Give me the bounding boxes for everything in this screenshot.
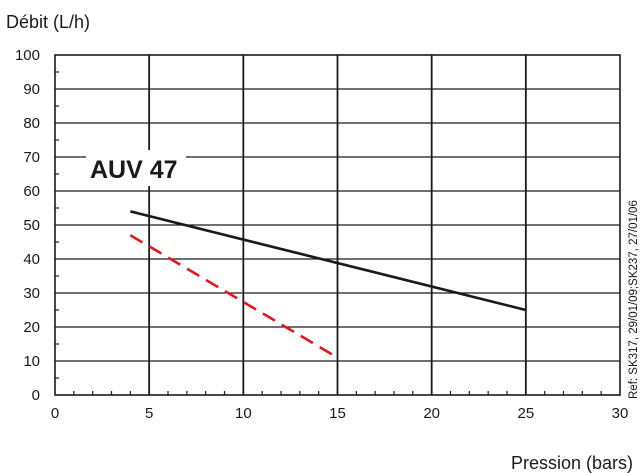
x-tick-label: 20: [423, 405, 440, 422]
x-tick-label: 10: [235, 405, 252, 422]
y-tick-label: 90: [23, 81, 40, 98]
x-tick-label: 0: [51, 405, 59, 422]
y-tick-label: 60: [23, 183, 40, 200]
x-tick-label: 5: [145, 405, 153, 422]
series-line-1: [130, 210, 527, 312]
y-tick-label: 0: [32, 387, 40, 404]
y-tick-label: 10: [23, 353, 40, 370]
y-tick-label: 70: [23, 149, 40, 166]
y-axis-label: Débit (L/h): [6, 12, 90, 32]
y-ticks: 0 10 20 30 40 50 60 70 80 90 100: [15, 47, 40, 404]
y-tick-label: 40: [23, 251, 40, 268]
series-line-2: [129, 234, 339, 359]
annotation-background: [86, 150, 186, 186]
y-tick-label: 20: [23, 319, 40, 336]
y-tick-label: 80: [23, 115, 40, 132]
grid: [55, 55, 620, 395]
x-ticks: 0 5 10 15 20 25 30: [51, 405, 629, 422]
x-axis-label: Pression (bars): [511, 453, 633, 473]
x-tick-label: 25: [517, 405, 534, 422]
reference-note: Ref: SK317, 29/01/09;SK237, 27/01/06: [628, 200, 640, 399]
plot-frame: [54, 54, 621, 396]
chart-annotation: AUV 47: [90, 156, 178, 184]
x-tick-label: 30: [612, 405, 629, 422]
series-lines: [129, 210, 527, 359]
x-tick-label: 15: [329, 405, 346, 422]
y-tick-label: 50: [23, 217, 40, 234]
y-tick-label: 30: [23, 285, 40, 302]
y-tick-label: 100: [15, 47, 40, 64]
